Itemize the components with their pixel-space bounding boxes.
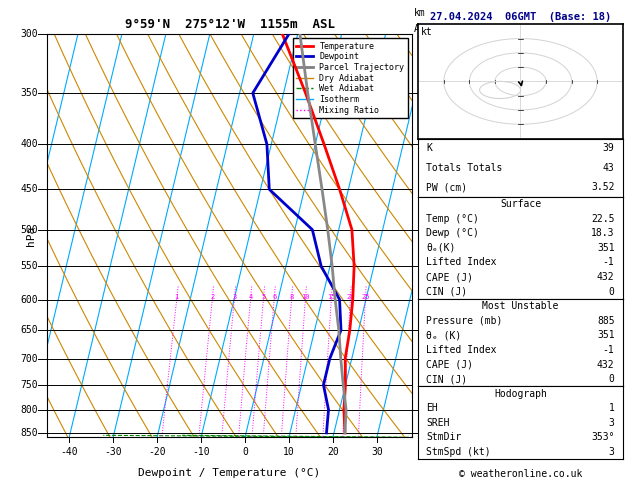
Text: 351: 351: [597, 243, 615, 253]
Text: 1: 1: [175, 294, 179, 299]
Text: 850: 850: [20, 428, 38, 438]
Text: -3: -3: [420, 353, 431, 364]
Text: Most Unstable: Most Unstable: [482, 301, 559, 311]
Text: © weatheronline.co.uk: © weatheronline.co.uk: [459, 469, 582, 479]
Text: CIN (J): CIN (J): [426, 374, 467, 384]
Text: 6: 6: [272, 294, 276, 299]
Text: 650: 650: [20, 325, 38, 335]
Text: 8: 8: [289, 294, 294, 299]
Text: 5: 5: [261, 294, 265, 299]
Text: 22.5: 22.5: [591, 214, 615, 224]
Text: 450: 450: [20, 184, 38, 194]
Text: 800: 800: [20, 405, 38, 415]
Text: -7: -7: [420, 139, 431, 149]
Text: 0: 0: [609, 287, 615, 296]
Text: Dewpoint / Temperature (°C): Dewpoint / Temperature (°C): [138, 468, 321, 478]
Text: 1: 1: [609, 403, 615, 413]
Text: 39: 39: [603, 143, 615, 153]
Text: 25: 25: [361, 294, 370, 299]
Text: -10: -10: [192, 448, 210, 457]
Text: 2: 2: [210, 294, 214, 299]
Text: -20: -20: [148, 448, 166, 457]
Text: 10: 10: [301, 294, 309, 299]
Text: -4: -4: [420, 325, 431, 335]
Text: -1: -1: [603, 258, 615, 267]
Text: Temp (°C): Temp (°C): [426, 214, 479, 224]
Text: 750: 750: [20, 380, 38, 390]
Text: -5: -5: [420, 261, 431, 271]
Text: 3: 3: [609, 447, 615, 457]
Text: CAPE (J): CAPE (J): [426, 272, 474, 282]
Text: 350: 350: [20, 88, 38, 98]
Text: StmDir: StmDir: [426, 433, 462, 442]
Text: Hodograph: Hodograph: [494, 389, 547, 399]
Text: 351: 351: [597, 330, 615, 340]
Text: -40: -40: [60, 448, 78, 457]
Text: Totals Totals: Totals Totals: [426, 163, 503, 173]
Text: -2: -2: [420, 405, 431, 415]
Text: -30: -30: [104, 448, 122, 457]
Text: 30: 30: [371, 448, 382, 457]
Text: θₑ (K): θₑ (K): [426, 330, 462, 340]
Text: 10: 10: [283, 448, 295, 457]
Text: km: km: [414, 8, 426, 18]
Text: Pressure (mb): Pressure (mb): [426, 316, 503, 326]
Text: 500: 500: [20, 225, 38, 235]
Text: Lifted Index: Lifted Index: [426, 258, 497, 267]
Text: 18.3: 18.3: [591, 228, 615, 238]
Text: 0: 0: [242, 448, 248, 457]
Text: 700: 700: [20, 353, 38, 364]
Text: 43: 43: [603, 163, 615, 173]
Text: CIN (J): CIN (J): [426, 287, 467, 296]
Text: ASL: ASL: [414, 24, 431, 34]
Text: 15: 15: [327, 294, 335, 299]
Text: 3: 3: [609, 418, 615, 428]
Text: Surface: Surface: [500, 199, 541, 209]
Text: Dewp (°C): Dewp (°C): [426, 228, 479, 238]
Text: 432: 432: [597, 360, 615, 369]
Text: -6: -6: [420, 225, 431, 235]
Text: 550: 550: [20, 261, 38, 271]
Text: 0: 0: [609, 374, 615, 384]
Text: -1: -1: [603, 345, 615, 355]
Text: K: K: [426, 143, 432, 153]
Text: 353°: 353°: [591, 433, 615, 442]
Text: Lifted Index: Lifted Index: [426, 345, 497, 355]
Text: 20: 20: [346, 294, 355, 299]
Text: 3.52: 3.52: [591, 182, 615, 192]
Text: 300: 300: [20, 29, 38, 39]
Text: 432: 432: [597, 272, 615, 282]
Text: 885: 885: [597, 316, 615, 326]
Legend: Temperature, Dewpoint, Parcel Trajectory, Dry Adiabat, Wet Adiabat, Isotherm, Mi: Temperature, Dewpoint, Parcel Trajectory…: [293, 38, 408, 118]
Text: -8: -8: [420, 88, 431, 98]
Text: LCL: LCL: [420, 428, 437, 438]
Text: 600: 600: [20, 295, 38, 305]
Text: EH: EH: [426, 403, 438, 413]
Text: 3: 3: [232, 294, 237, 299]
Text: hPa: hPa: [26, 226, 36, 246]
Text: StmSpd (kt): StmSpd (kt): [426, 447, 491, 457]
Text: PW (cm): PW (cm): [426, 182, 467, 192]
Title: 9°59'N  275°12'W  1155m  ASL: 9°59'N 275°12'W 1155m ASL: [125, 18, 335, 32]
Text: kt: kt: [421, 27, 433, 37]
Text: 4: 4: [248, 294, 253, 299]
Text: 27.04.2024  06GMT  (Base: 18): 27.04.2024 06GMT (Base: 18): [430, 12, 611, 22]
Text: Mixing Ratio (g/kg): Mixing Ratio (g/kg): [443, 180, 454, 292]
Text: 20: 20: [327, 448, 339, 457]
Text: CAPE (J): CAPE (J): [426, 360, 474, 369]
Text: 400: 400: [20, 139, 38, 149]
Text: SREH: SREH: [426, 418, 450, 428]
Text: θₑ(K): θₑ(K): [426, 243, 456, 253]
